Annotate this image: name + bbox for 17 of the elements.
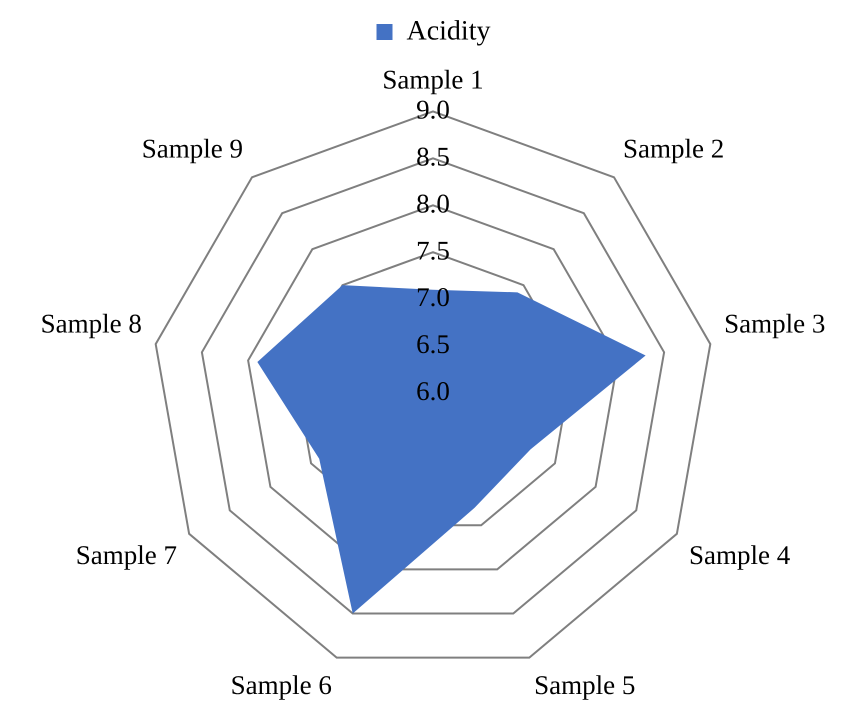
spoke-label: Sample 6 bbox=[230, 670, 332, 700]
y-tick-label: 7.5 bbox=[416, 235, 450, 266]
y-tick-label: 9.0 bbox=[416, 94, 450, 124]
spoke-label: Sample 9 bbox=[142, 133, 243, 164]
y-tick-label: 6.0 bbox=[416, 376, 450, 406]
spoke-label: Sample 3 bbox=[724, 308, 826, 339]
y-tick-label: 7.0 bbox=[416, 282, 450, 312]
spoke-label: Sample 4 bbox=[688, 540, 791, 570]
spoke-label: Sample 7 bbox=[76, 540, 178, 570]
spoke-label: Sample 5 bbox=[534, 670, 636, 700]
y-tick-label: 6.5 bbox=[416, 329, 450, 360]
spoke-label: Sample 2 bbox=[623, 133, 724, 164]
spoke-label: Sample 1 bbox=[382, 64, 484, 94]
legend-label: Acidity bbox=[406, 15, 491, 46]
spoke-label: Sample 8 bbox=[40, 308, 142, 339]
y-tick-label: 8.0 bbox=[416, 188, 450, 218]
y-tick-label: 8.5 bbox=[416, 141, 450, 172]
